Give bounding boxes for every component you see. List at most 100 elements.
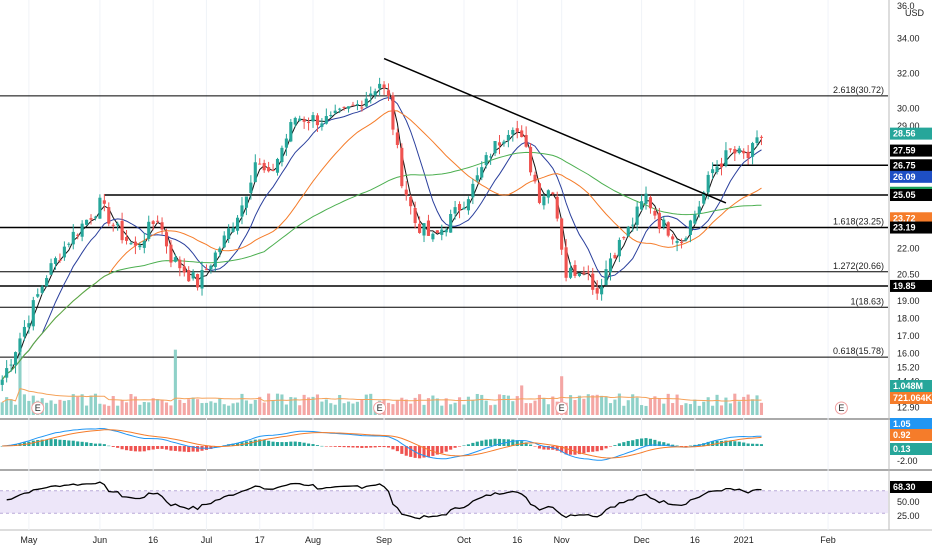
macd-histogram-bar [537,446,542,449]
candle-body [116,223,120,226]
macd-histogram-bar [333,446,337,447]
candle-body [320,123,324,127]
macd-histogram-bar [529,444,533,446]
volume-bar [449,404,453,415]
macd-histogram-bar [378,446,382,448]
volume-bar [444,398,448,415]
volume-bar [466,396,470,415]
candle-body [462,207,466,210]
candle-body [591,273,595,290]
volume-bar [724,397,728,415]
price-tick-label: 29.00 [897,121,920,131]
macd-histogram-bar [293,441,297,446]
moving-average-line [1,96,762,381]
candle-body [98,197,102,219]
macd-histogram-bar [457,446,462,447]
volume-bar [98,403,102,415]
time-tick-label: Nov [554,535,571,545]
macd-histogram-bar [755,443,759,446]
volume-bar [293,397,297,415]
macd-histogram-bar [58,439,62,446]
macd-histogram-bar [440,446,444,454]
volume-bar [315,394,320,415]
volume-bar [484,400,488,415]
macd-histogram-bar [524,442,528,446]
candle-body [129,243,133,245]
candle-body [138,245,142,248]
candle-body [355,104,359,106]
volume-bar [662,403,666,415]
volume-bar [644,405,648,415]
macd-histogram-bar [449,446,453,450]
candle-body [27,323,31,328]
candle-body [604,269,608,286]
candle-body [533,174,537,182]
candle-body [204,269,209,271]
macd-histogram-bar [542,446,546,450]
macd-histogram-bar [679,446,684,447]
macd-histogram-bar [307,443,311,446]
macd-histogram-bar [489,439,493,446]
macd-tick-label: -2.00 [897,456,918,466]
macd-histogram-bar [684,446,688,447]
macd-histogram-bar [147,446,151,451]
time-tick-label: Jul [201,535,213,545]
macd-histogram-bar [737,441,741,446]
candle-body [573,264,577,276]
volume-bar [679,405,684,415]
candle-body [13,352,18,366]
volume-bar [497,394,502,415]
macd-histogram-bar [586,446,590,453]
candle-body [280,147,284,163]
candle-body [688,220,692,235]
macd-histogram-bar [688,445,692,447]
volume-bar [728,403,732,415]
macd-histogram-bar [271,441,275,446]
candle-body [617,239,621,257]
candle-body [751,143,755,157]
macd-histogram-bar [546,446,550,450]
candle-body [586,271,590,273]
candle-body [338,108,342,110]
volume-bar [608,403,613,415]
volume-bar [164,402,169,415]
macd-histogram-bar [400,446,404,454]
level-label: 2.618(30.72) [833,85,884,95]
macd-histogram-bar [751,443,755,446]
macd-histogram-bar [582,446,586,454]
volume-bar [751,399,755,415]
candle-body [435,230,439,233]
candle-body [515,128,519,132]
macd-histogram-bar [31,440,35,446]
volume-bar [107,405,111,415]
candle-body [622,237,626,239]
candle-body [542,196,546,206]
volume-bar [551,396,555,415]
volume-bar [280,394,284,415]
candle-body [684,238,688,241]
volume-bar [53,403,58,415]
candle-body [413,208,417,224]
candle-body [418,223,422,233]
candle-body [151,221,155,225]
volume-bar [258,396,262,415]
volume-bar [342,403,346,415]
price-tick-label: 30.00 [897,103,920,113]
volume-bar [711,405,715,415]
volume-bar [138,404,142,415]
price-tick-label: 18.00 [897,313,920,323]
candle-body [693,214,697,224]
horizontal-levels: 2.618(30.72) 1.618(23.25) 1.272(20.66) 1(18… [0,85,888,358]
volume-bar [418,394,422,415]
volume-bar [320,401,324,415]
candle-body [342,106,346,108]
volume-bar [346,401,351,415]
macd-histogram-bar [409,446,413,457]
time-tick-label: 16 [690,535,700,545]
rsi-tag: 68.30 [893,482,916,492]
earnings-marker [834,401,848,415]
candle-body [213,252,217,267]
candle-body [346,106,351,109]
